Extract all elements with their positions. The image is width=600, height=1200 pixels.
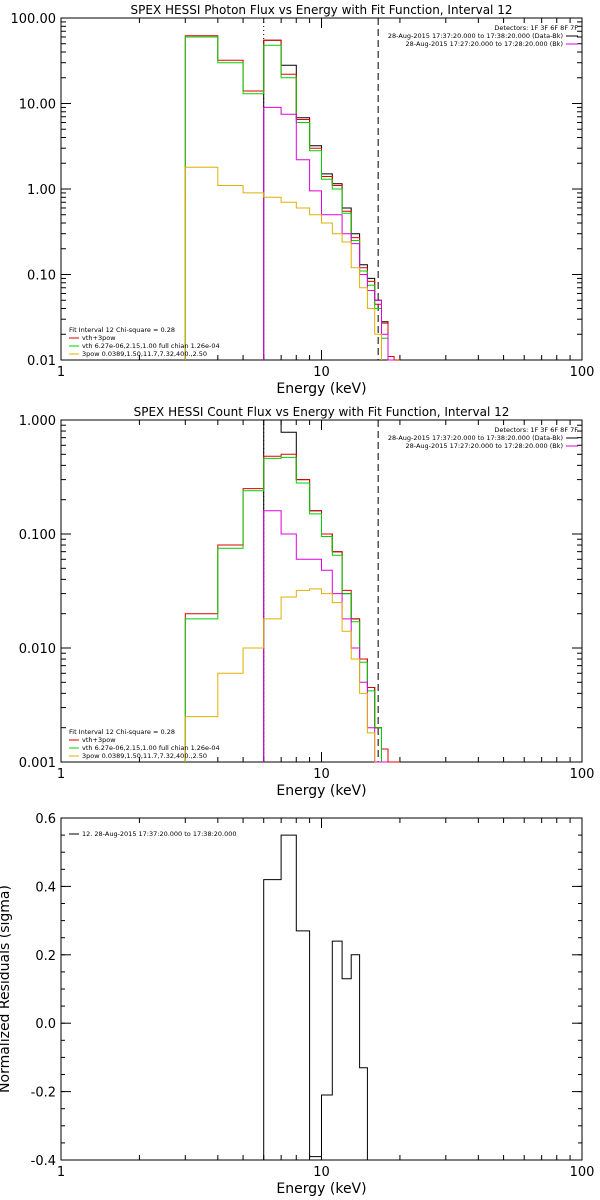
legend-entry: vth+3pow bbox=[82, 736, 116, 744]
series-line-2 bbox=[184, 35, 400, 361]
y-tick-label: -0.2 bbox=[31, 1086, 56, 1101]
chart-title: SPEX HESSI Photon Flux vs Energy with Fi… bbox=[131, 3, 513, 17]
chart-panel-2: SPEX HESSI Count Flux vs Energy with Fit… bbox=[19, 405, 595, 799]
y-tick-label: 0.6 bbox=[35, 812, 56, 827]
y-tick-label: 100.00 bbox=[11, 12, 57, 27]
series-line-3 bbox=[184, 36, 389, 360]
x-tick-label: 10 bbox=[313, 1165, 330, 1180]
legend-entry: 28-Aug-2015 17:27:20.000 to 17:28:20.000… bbox=[406, 442, 563, 450]
x-tick-label: 10 bbox=[313, 365, 330, 380]
series-line-4 bbox=[263, 510, 388, 763]
legend-entry: Fit Interval 12 Chi-square = 0.28 bbox=[69, 326, 175, 334]
x-axis-label: Energy (keV) bbox=[276, 1181, 366, 1197]
series-line-1 bbox=[263, 39, 400, 361]
legend-entry: 28-Aug-2015 17:37:20.000 to 17:38:20.000… bbox=[388, 434, 563, 442]
series-line-4 bbox=[263, 106, 395, 361]
series-line-3 bbox=[184, 456, 382, 762]
y-tick-label: 0.010 bbox=[19, 642, 56, 657]
legend-entry: 28-Aug-2015 17:27:20.000 to 17:28:20.000… bbox=[406, 40, 563, 48]
x-axis-label: Energy (keV) bbox=[276, 381, 366, 397]
y-axis-label: Normalized Residuals (sigma) bbox=[0, 885, 13, 1093]
y-tick-label: 10.00 bbox=[19, 98, 56, 113]
chart-panel-3: 1 10 100 Energy (keV) -0.4 -0.2 0.0 0.2 0.4 0.6 No… bbox=[0, 812, 594, 1197]
x-tick-label: 1 bbox=[57, 1165, 65, 1180]
legend-entry: Detectors: 1F 3F 6F 8F 7F bbox=[494, 426, 578, 434]
series-line-5 bbox=[184, 166, 382, 360]
legend-entry: Fit Interval 12 Chi-square = 0.28 bbox=[69, 728, 175, 736]
chart-panel-1: SPEX HESSI Photon Flux vs Energy with Fi… bbox=[11, 3, 595, 397]
y-tick-label: 0.001 bbox=[19, 756, 56, 771]
legend-entry: 12. 28-Aug-2015 17:37:20.000 to 17:38:20… bbox=[82, 830, 237, 838]
y-tick-label: 1.000 bbox=[19, 414, 56, 429]
y-tick-label: -0.4 bbox=[31, 1154, 56, 1169]
legend-entry: 3pow 0.0389,1.50,11.7,7.32,400.,2.50 bbox=[82, 350, 207, 358]
y-tick-label: 0.10 bbox=[27, 269, 56, 284]
legend-entry: vth 6.27e-06,2.15,1.00 full chian 1.26e-… bbox=[82, 342, 220, 350]
x-tick-label: 100 bbox=[570, 365, 595, 380]
series-line-5 bbox=[184, 588, 376, 762]
x-tick-label: 1 bbox=[57, 767, 65, 782]
x-tick-label: 1 bbox=[57, 365, 65, 380]
x-axis-label: Energy (keV) bbox=[276, 783, 366, 799]
chart-title: SPEX HESSI Count Flux vs Energy with Fit… bbox=[134, 405, 510, 419]
x-tick-label: 100 bbox=[570, 767, 595, 782]
x-tick-label: 10 bbox=[313, 767, 330, 782]
x-tick-label: 100 bbox=[570, 1165, 595, 1180]
y-tick-label: 0.0 bbox=[35, 1017, 56, 1032]
legend-entry: 28-Aug-2015 17:37:20.000 to 17:38:20.000… bbox=[388, 32, 563, 40]
series-line-1 bbox=[263, 834, 368, 1160]
y-tick-label: 0.01 bbox=[27, 354, 56, 369]
legend-entry: vth 6.27e-06,2.15,1.00 full chian 1.26e-… bbox=[82, 744, 220, 752]
legend-entry: 3pow 0.0389,1.50,11.7,7.32,400.,2.50 bbox=[82, 752, 207, 760]
legend-entry: Detectors: 1F 3F 6F 8F 7F bbox=[494, 24, 578, 32]
y-tick-label: 0.2 bbox=[35, 949, 56, 964]
y-tick-label: 1.00 bbox=[27, 183, 56, 198]
legend-entry: vth+3pow bbox=[82, 334, 116, 342]
y-tick-label: 0.4 bbox=[35, 880, 56, 895]
plot-frame bbox=[60, 17, 583, 361]
y-tick-label: 0.100 bbox=[19, 528, 56, 543]
